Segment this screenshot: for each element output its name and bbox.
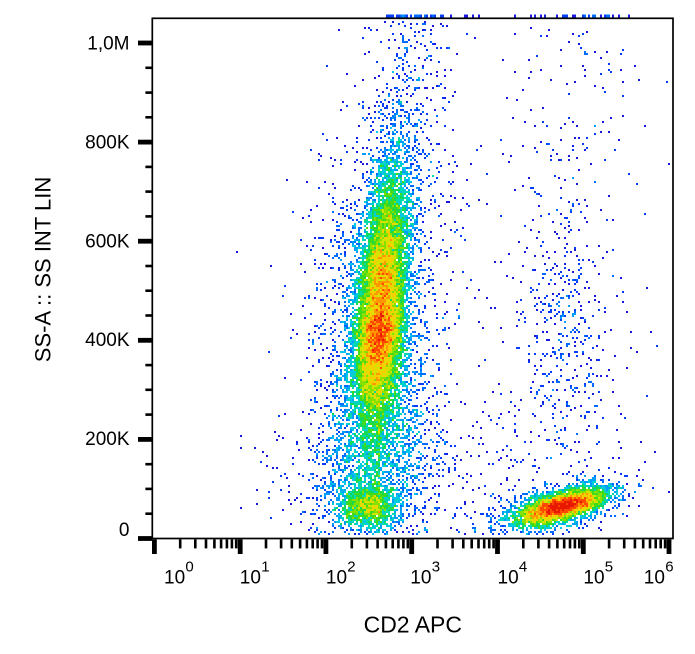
svg-text:0: 0	[185, 559, 193, 576]
svg-text:SS-A :: SS INT LIN: SS-A :: SS INT LIN	[31, 177, 56, 362]
svg-text:200K: 200K	[85, 429, 130, 450]
svg-text:2: 2	[347, 559, 355, 576]
svg-text:10: 10	[583, 568, 604, 589]
svg-text:CD2 APC: CD2 APC	[364, 612, 462, 638]
svg-text:800K: 800K	[85, 133, 130, 154]
svg-text:6: 6	[665, 559, 673, 576]
svg-text:10: 10	[240, 568, 261, 589]
svg-text:600K: 600K	[85, 231, 130, 252]
svg-text:10: 10	[498, 568, 519, 589]
svg-text:10: 10	[644, 568, 665, 589]
svg-text:0: 0	[119, 520, 130, 541]
svg-text:10: 10	[326, 568, 347, 589]
svg-text:1: 1	[261, 559, 269, 576]
svg-text:1,0M: 1,0M	[87, 34, 129, 55]
svg-text:10: 10	[164, 568, 185, 589]
svg-text:5: 5	[605, 559, 613, 576]
svg-text:10: 10	[410, 568, 431, 589]
svg-text:400K: 400K	[85, 330, 130, 351]
svg-text:3: 3	[432, 559, 440, 576]
svg-text:4: 4	[519, 559, 527, 576]
